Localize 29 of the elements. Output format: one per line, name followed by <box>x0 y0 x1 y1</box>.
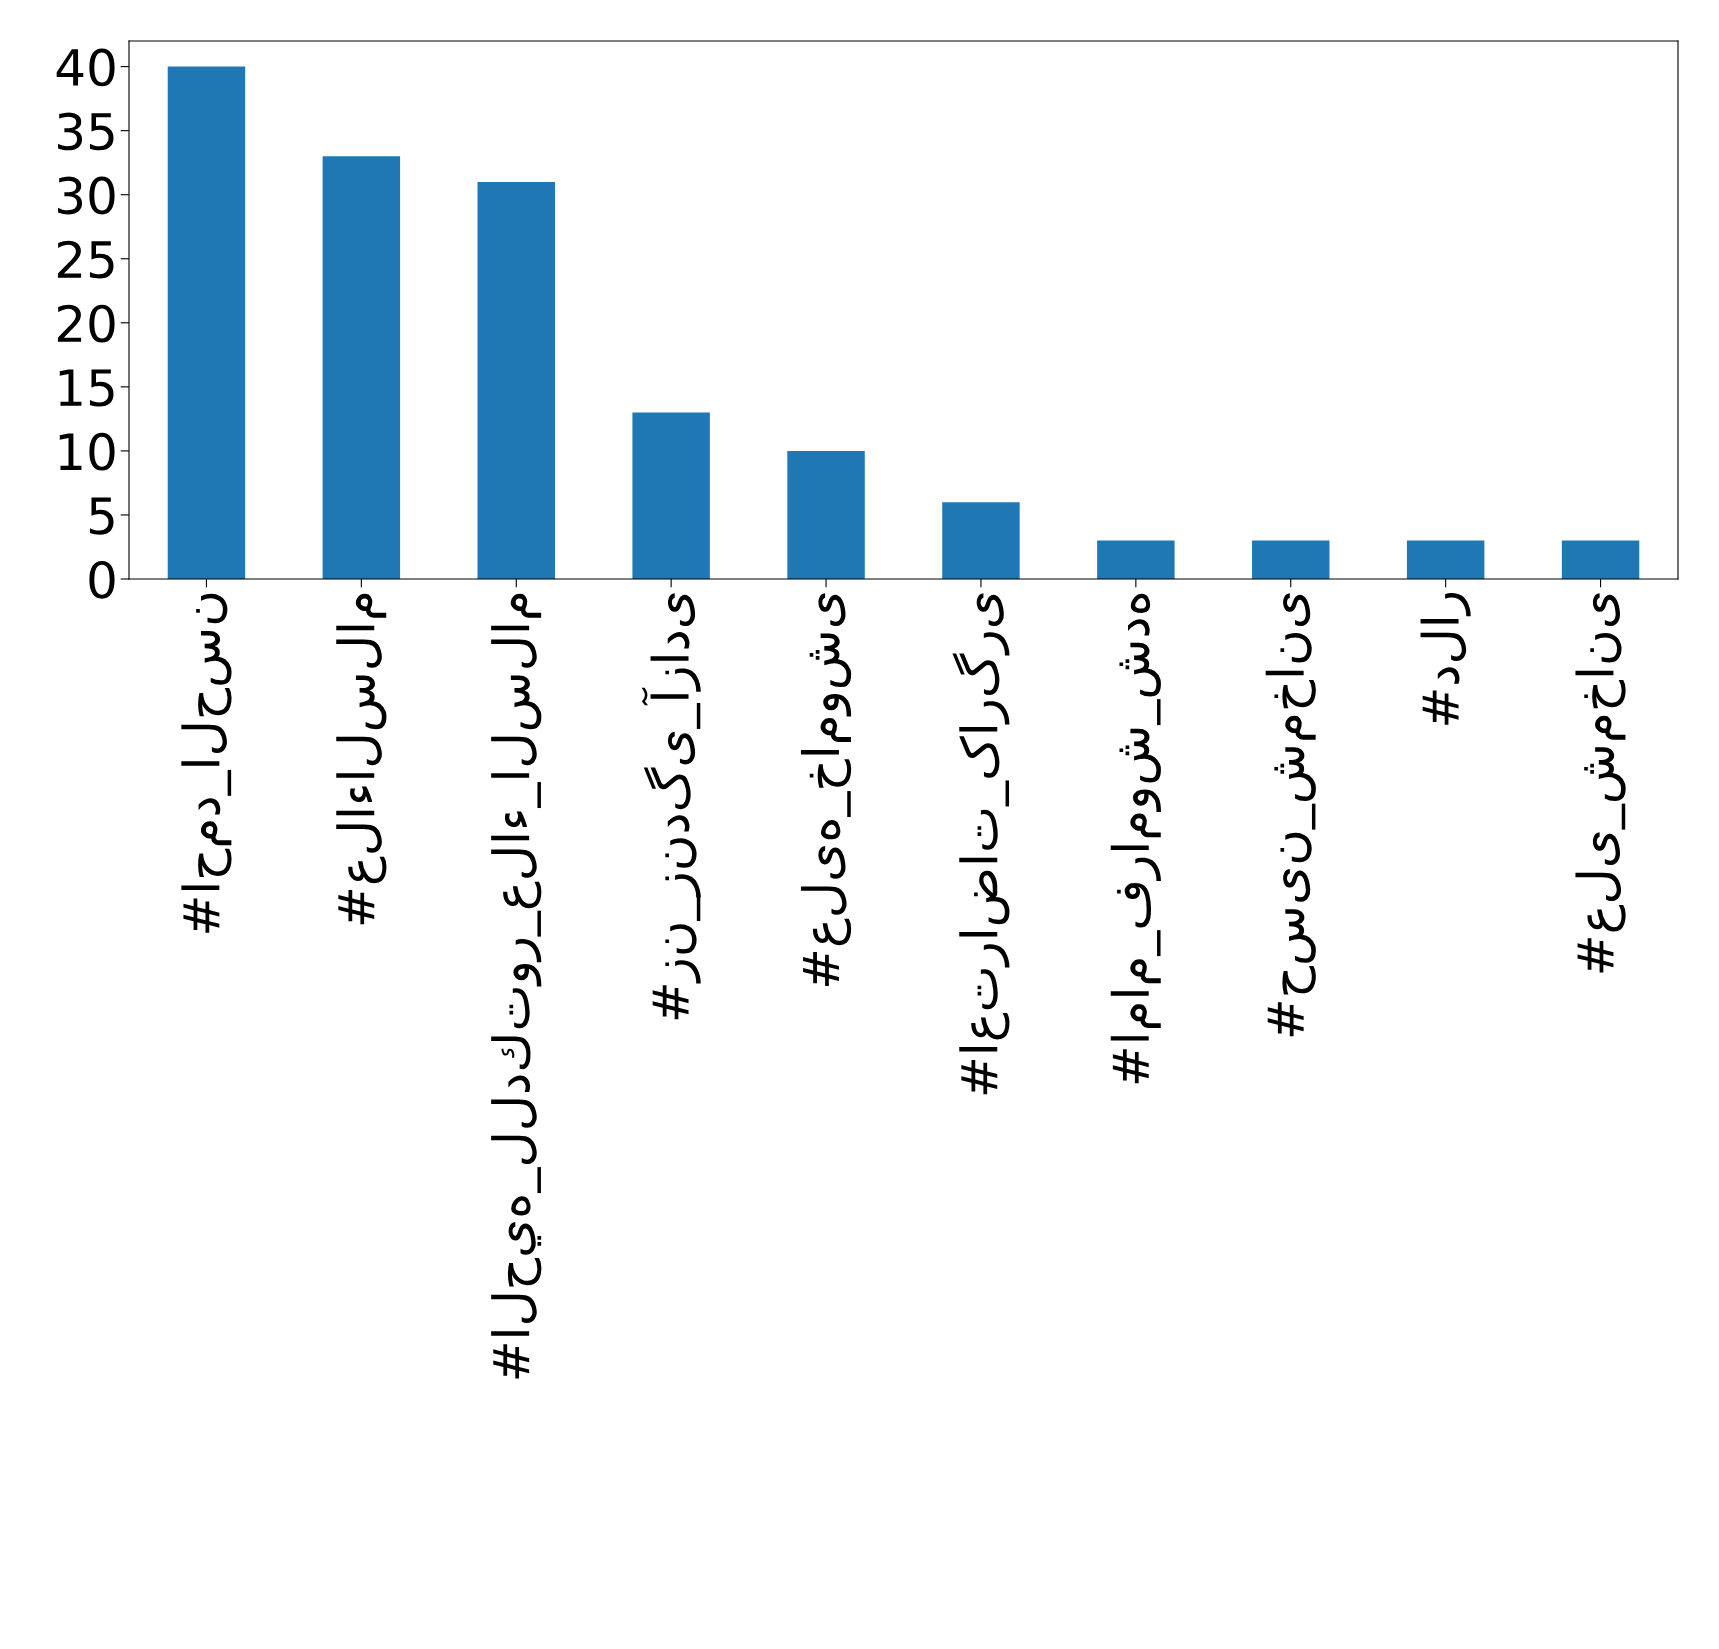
y-tick-label: 15 <box>59 369 114 407</box>
bar <box>787 450 865 579</box>
y-tick-label: 20 <box>57 304 115 343</box>
bar <box>1406 540 1485 579</box>
x-tick-label: #دلار <box>1420 593 1471 725</box>
x-tick-label: #الحيه_للدكتور_علاء_السلام <box>491 593 542 1379</box>
x-tick-label: #زن_زندگی_آزادی <box>641 593 701 1020</box>
x-tick-label: #امام_فراموش_شده <box>1110 593 1161 1084</box>
bar <box>322 156 401 579</box>
y-tick-label: 10 <box>59 432 115 471</box>
x-tick-label: #علاءالسلام <box>336 593 387 925</box>
bar <box>632 412 710 579</box>
x-tick-label: #حسین_شمخانی <box>1265 593 1316 1037</box>
x-tick-label: #علیه_خاموشی <box>800 593 852 987</box>
bar <box>1097 540 1175 579</box>
y-tick-label: 40 <box>56 48 115 87</box>
y-tick-label: 30 <box>58 176 115 215</box>
bar <box>1561 540 1640 579</box>
y-tick-label: 25 <box>57 240 114 279</box>
bar <box>167 66 246 579</box>
x-tick-label: #احمد_الحسن <box>181 593 232 933</box>
bar <box>477 181 555 579</box>
y-tick-label: 5 <box>89 497 114 535</box>
y-tick-label: 0 <box>89 560 115 599</box>
y-tick-label: 35 <box>58 112 114 151</box>
bar <box>942 502 1020 579</box>
x-tick-label: #علی_شمخانی <box>1575 593 1626 973</box>
x-tick-label: #اعتراضات_کارگری <box>952 593 1010 1095</box>
bar <box>1252 540 1330 579</box>
